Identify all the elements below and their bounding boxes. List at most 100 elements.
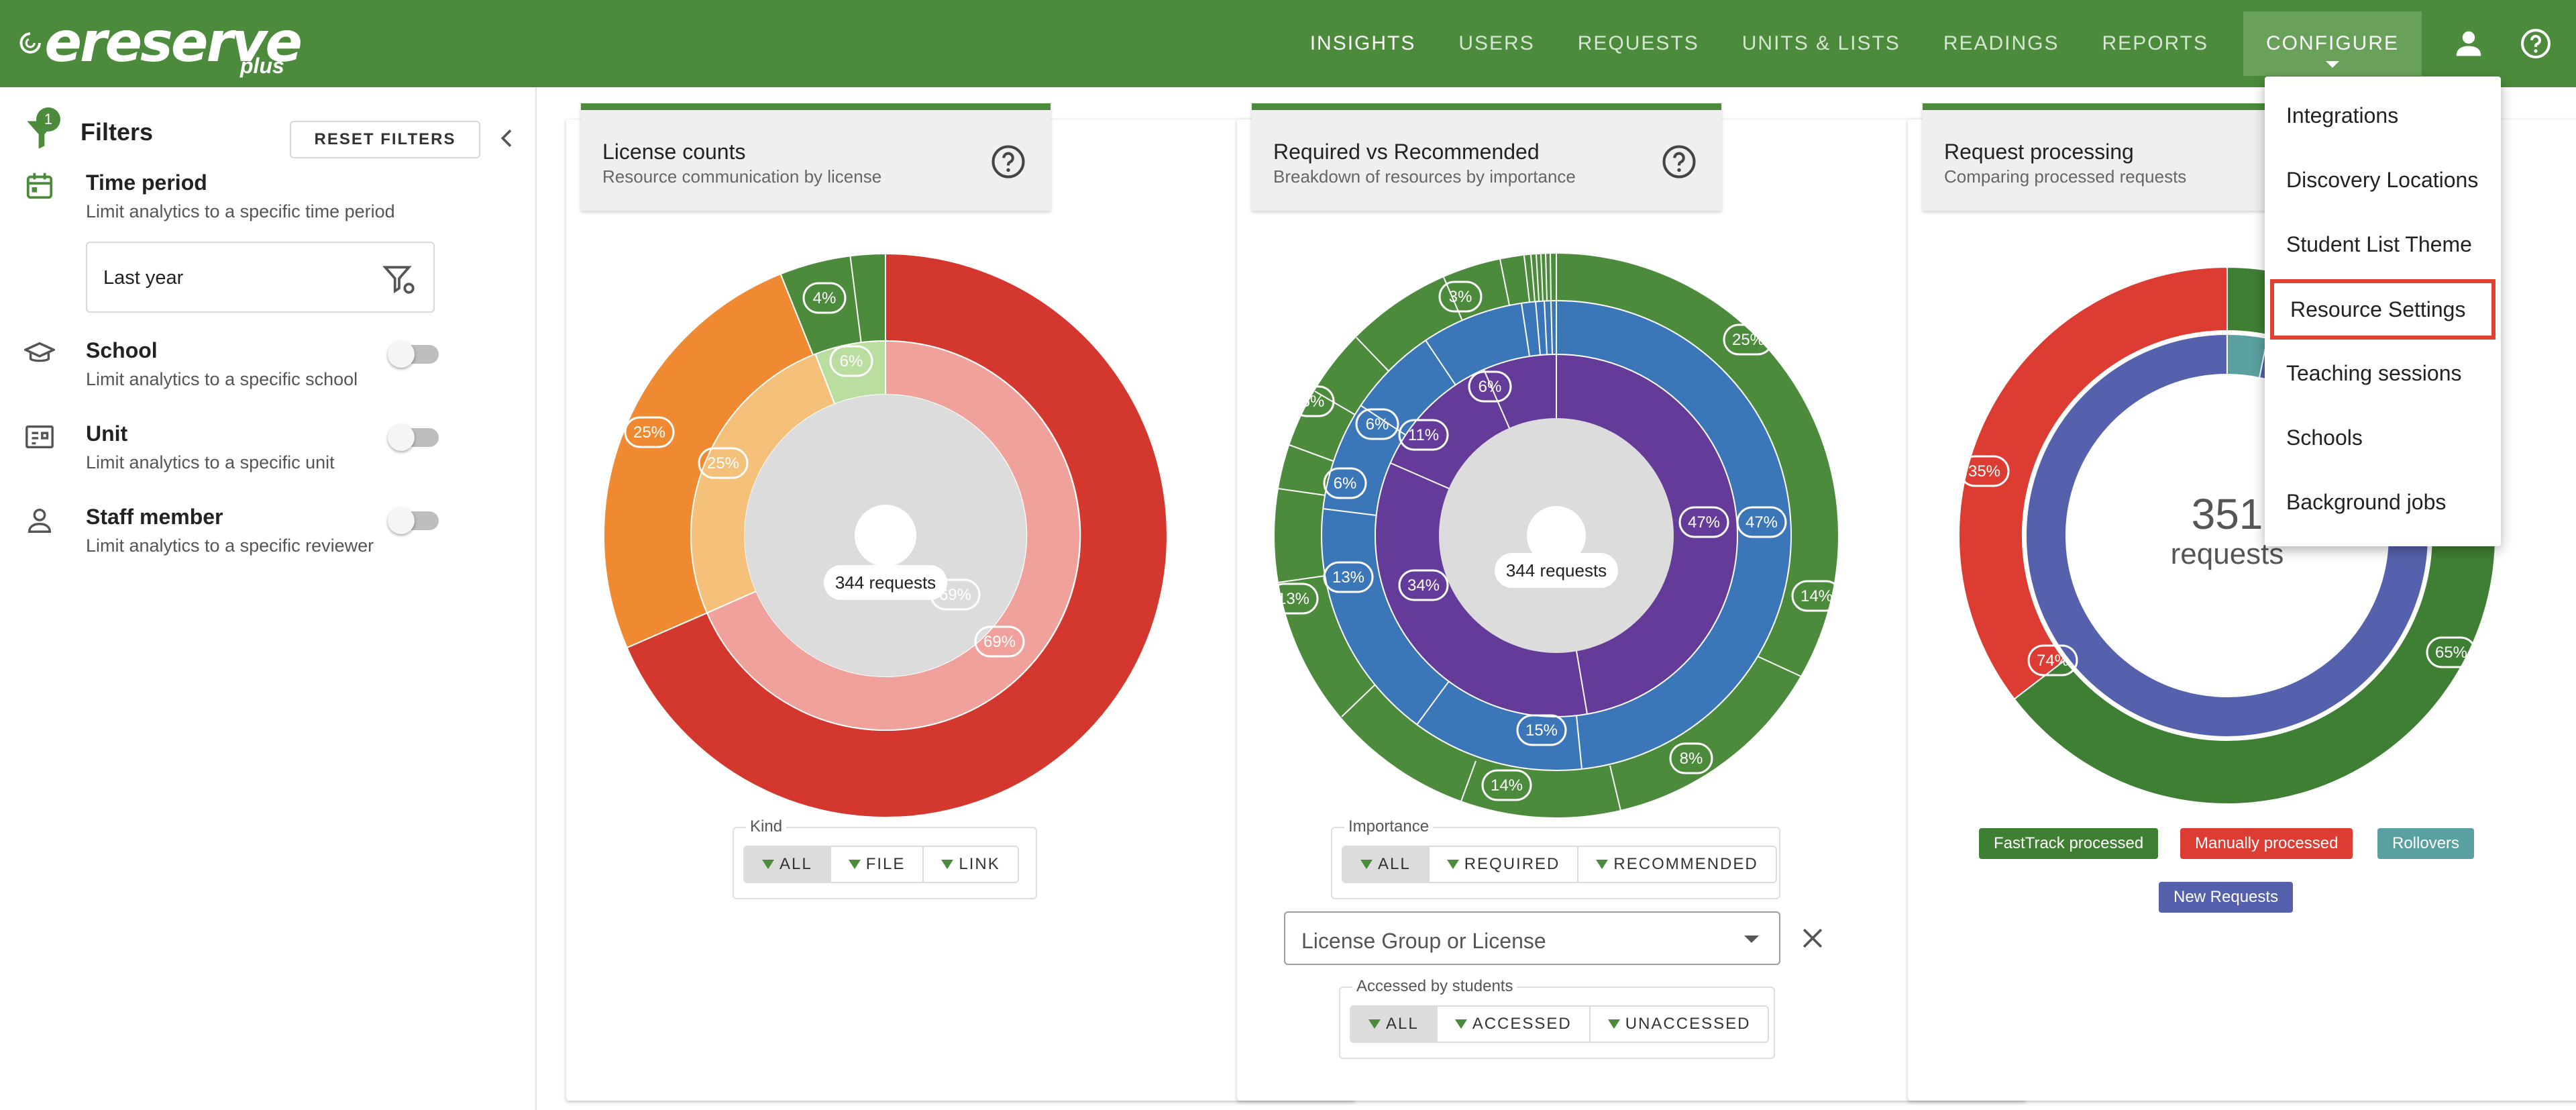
help-icon[interactable] — [990, 144, 1026, 180]
importance-button-group: ALL REQUIRED RECOMMENDED — [1342, 846, 1777, 883]
ereserve-logo[interactable]: ereserve plus — [19, 9, 303, 78]
staff-toggle[interactable] — [388, 507, 439, 534]
svg-text:6%: 6% — [840, 352, 863, 370]
required-label-outer-14b: 14% — [1481, 769, 1532, 801]
accessed-all-button[interactable]: ALL — [1351, 1007, 1438, 1042]
filter-icon — [1368, 1019, 1381, 1029]
license-group-select[interactable]: License Group or License — [1284, 911, 1780, 965]
accessed-button[interactable]: ACCESSED — [1437, 1007, 1591, 1042]
nav-users[interactable]: USERS — [1458, 32, 1535, 54]
kind-all-label: ALL — [780, 855, 812, 873]
filter-icon — [848, 860, 861, 869]
svg-text:6%: 6% — [1334, 474, 1357, 493]
staff-title: Staff member — [86, 505, 223, 529]
accessed-label: ACCESSED — [1472, 1015, 1572, 1033]
caret-down-icon — [2326, 61, 2339, 68]
required-label-middle-15: 15% — [1516, 714, 1567, 746]
time-period-section: Time period Limit analytics to a specifi… — [24, 168, 514, 329]
chevron-left-icon[interactable] — [494, 125, 521, 152]
svg-text:47%: 47% — [1746, 513, 1778, 532]
required-label-outer-14a: 14% — [1791, 580, 1842, 612]
svg-text:14%: 14% — [1801, 587, 1833, 605]
help-icon[interactable] — [1661, 144, 1697, 180]
filter-icon — [1360, 860, 1373, 869]
menu-teaching-sessions[interactable]: Teaching sessions — [2286, 360, 2462, 385]
svg-text:4%: 4% — [813, 289, 837, 307]
school-toggle[interactable] — [388, 341, 439, 368]
kind-link-label: LINK — [959, 855, 1000, 873]
accessed-filter-group: Accessed by students ALL ACCESSED UNACCE… — [1339, 977, 1775, 1059]
svg-text:35%: 35% — [1968, 462, 2000, 481]
configure-menu: Integrations Discovery Locations Student… — [2265, 77, 2501, 546]
svg-text:69%: 69% — [983, 633, 1016, 651]
required-label-outer-8: 8% — [1669, 742, 1713, 774]
svg-text:13%: 13% — [1332, 568, 1364, 587]
importance-required-button[interactable]: REQUIRED — [1429, 847, 1579, 882]
main-nav: INSIGHTS USERS REQUESTS UNITS & LISTS RE… — [1289, 0, 2576, 87]
nav-readings[interactable]: READINGS — [1943, 32, 2059, 54]
school-title: School — [86, 338, 158, 362]
nav-units-lists[interactable]: UNITS & LISTS — [1741, 32, 1900, 54]
svg-text:344 requests: 344 requests — [835, 572, 936, 593]
dropdown-arrow-icon — [1744, 936, 1759, 943]
kind-file-button[interactable]: FILE — [830, 847, 924, 882]
menu-integrations[interactable]: Integrations — [2286, 103, 2399, 128]
kind-group-label: Kind — [746, 817, 787, 836]
required-inner-dividers — [1390, 354, 1588, 715]
license-label-outer-25: 25% — [624, 416, 675, 448]
kind-all-button[interactable]: ALL — [745, 847, 831, 882]
required-label-outer-6: 6% — [1291, 385, 1335, 417]
legend-fasttrack[interactable]: FastTrack processed — [1979, 828, 2159, 859]
clear-icon[interactable] — [1798, 923, 1827, 953]
menu-student-list-theme[interactable]: Student List Theme — [2286, 232, 2472, 256]
nav-reports[interactable]: REPORTS — [2102, 32, 2208, 54]
importance-all-label: ALL — [1378, 855, 1411, 873]
school-section: School Limit analytics to a specific sch… — [24, 336, 514, 409]
filter-icon — [1596, 860, 1609, 869]
importance-recommended-button[interactable]: RECOMMENDED — [1578, 847, 1776, 882]
brand-suffix: plus — [240, 54, 284, 78]
required-label-middle-6a: 6% — [1323, 467, 1367, 499]
required-sunburst-chart[interactable]: 25% 14% 8% 14% 13% 6% 3% 47% 15% 13% 6% … — [1237, 227, 2026, 817]
filters-header: 1 Filters RESET FILTERS — [24, 99, 514, 166]
svg-text:74%: 74% — [2037, 652, 2069, 670]
legend-rollovers[interactable]: Rollovers — [2377, 828, 2475, 859]
unit-toggle[interactable] — [388, 424, 439, 451]
legend-new-requests[interactable]: New Requests — [2159, 882, 2294, 913]
time-period-select[interactable]: Last year — [86, 242, 435, 313]
menu-background-jobs[interactable]: Background jobs — [2286, 489, 2447, 514]
processing-inner-teal — [2226, 333, 2269, 379]
unit-title: Unit — [86, 421, 128, 446]
user-icon[interactable] — [2435, 0, 2502, 87]
required-label-inner-34: 34% — [1398, 569, 1449, 601]
menu-schools[interactable]: Schools — [2286, 425, 2363, 450]
nav-requests[interactable]: REQUESTS — [1577, 32, 1699, 54]
menu-resource-settings[interactable]: Resource Settings — [2270, 279, 2496, 340]
kind-link-button[interactable]: LINK — [924, 847, 1018, 882]
filter-icon — [1446, 860, 1459, 869]
importance-group-label: Importance — [1344, 817, 1434, 836]
svg-text:34%: 34% — [1407, 576, 1440, 595]
processing-outer-red — [1957, 266, 2228, 701]
reset-filters-button[interactable]: RESET FILTERS — [290, 121, 480, 158]
filters-sidebar: 1 Filters RESET FILTERS Time period Limi… — [0, 87, 537, 1110]
license-card-title: License counts — [602, 140, 746, 164]
filter-settings-icon[interactable] — [382, 263, 416, 297]
nav-configure[interactable]: CONFIGURE — [2243, 11, 2422, 76]
nav-insights[interactable]: INSIGHTS — [1309, 32, 1416, 54]
help-icon[interactable] — [2502, 0, 2569, 87]
svg-text:25%: 25% — [707, 454, 739, 472]
importance-all-button[interactable]: ALL — [1343, 847, 1430, 882]
importance-recommended-label: RECOMMENDED — [1613, 855, 1758, 873]
required-label-inner-6: 6% — [1468, 370, 1512, 403]
svg-text:6%: 6% — [1366, 415, 1389, 434]
license-sunburst-chart[interactable]: 69% 25% 4% 69% 25% 6% 344 requests — [566, 227, 1355, 817]
menu-discovery-locations[interactable]: Discovery Locations — [2286, 167, 2479, 192]
processing-label-65: 65% — [2426, 636, 2477, 668]
required-label-inner-47: 47% — [1678, 506, 1729, 538]
filter-icon — [1607, 1019, 1620, 1029]
license-counts-card: License counts Resource communication by… — [566, 103, 1355, 1101]
kind-button-group: ALL FILE LINK — [743, 846, 1019, 883]
legend-manual[interactable]: Manually processed — [2180, 828, 2353, 859]
unaccessed-button[interactable]: UNACCESSED — [1590, 1007, 1768, 1042]
